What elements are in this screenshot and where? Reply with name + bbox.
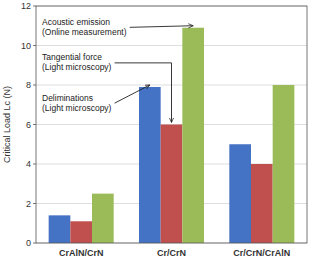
y-tick-label: 0 [26,238,31,248]
y-tick [33,124,36,125]
y-tick [33,243,36,244]
bar [273,85,295,243]
y-tick [33,85,36,86]
y-tick-label: 10 [21,41,31,51]
bar [161,125,183,244]
y-tick-label: 8 [26,80,31,90]
y-tick-label: 4 [26,159,31,169]
annotation: Tangential force(Light microscopy) [42,52,112,72]
y-tick [33,203,36,204]
x-tick-label: CrAlN/CrN [59,248,104,258]
grid-line [36,45,307,46]
bar [139,87,161,243]
annotation-arrow [130,26,193,28]
annotation: Acoustic emission(Online measurement) [42,17,127,37]
bar [229,144,251,243]
annotation-arrow [115,63,172,123]
annotation: Deliminations(Light microscopy) [42,93,112,113]
y-tick-label: 12 [21,1,31,11]
bar [251,164,273,243]
y-tick [33,45,36,46]
bar [92,194,114,243]
bar [70,221,92,243]
annotation-arrow [115,85,150,103]
y-tick-label: 6 [26,120,31,130]
bar [49,215,71,243]
x-tick-label: Cr/CrN [157,248,186,258]
y-tick [33,6,36,7]
chart: 0 2 4 6 8 10 12 Critical Load Lc (N) CrAlN/CrN Cr… [0,0,313,263]
x-tick-label: Cr/CrN/CrAlN [233,248,290,258]
bar [182,28,204,243]
y-axis-label: Critical Load Lc (N) [2,86,12,163]
y-tick [33,164,36,165]
plot-frame [36,6,307,243]
y-tick-label: 2 [26,199,31,209]
